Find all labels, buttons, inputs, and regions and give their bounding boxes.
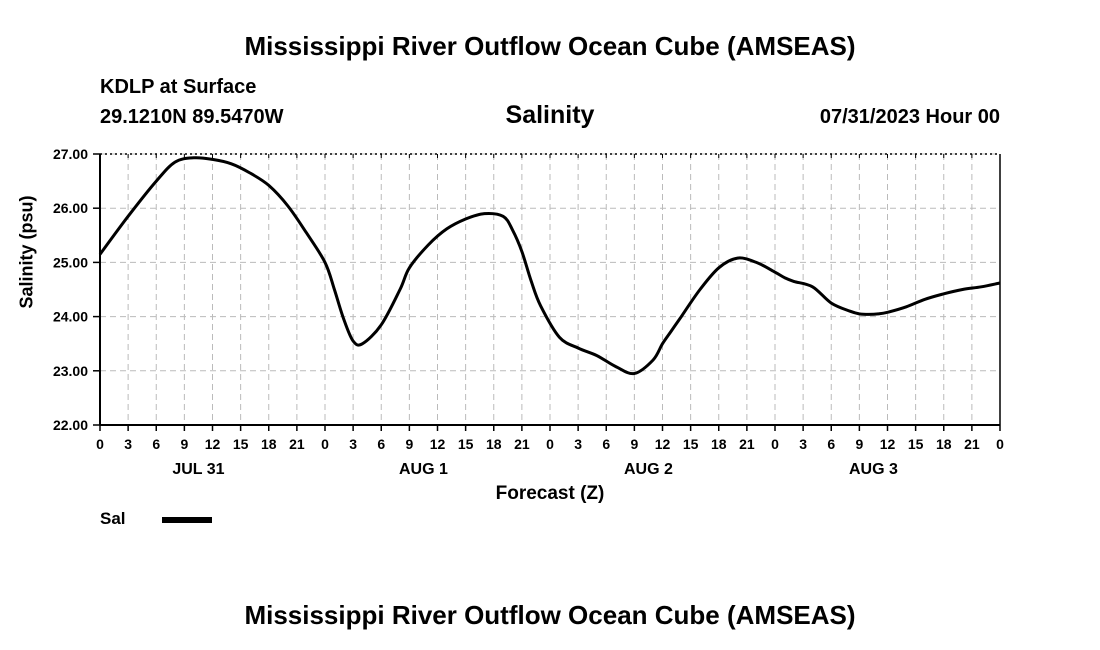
x-tick-label: 9 (630, 436, 638, 452)
footer-title: Mississippi River Outflow Ocean Cube (AM… (244, 600, 856, 630)
series-line-sal (98, 156, 1001, 376)
x-tick-label: 3 (349, 436, 357, 452)
axes: 22.00 23.00 24.00 25.00 26.00 27.00 0 3 6 9 12 15 18… (53, 146, 1004, 478)
series-layer (98, 156, 1001, 376)
y-tick-label: 26.00 (53, 200, 88, 216)
x-tick-label: 15 (908, 436, 924, 452)
x-tick-label: 18 (936, 436, 952, 452)
salinity-chart: 22.00 23.00 24.00 25.00 26.00 27.00 0 3 6 9 12 15 18… (53, 146, 1004, 478)
x-tick-label: 0 (321, 436, 329, 452)
x-tick-label: 6 (827, 436, 835, 452)
x-tick-label: 18 (486, 436, 502, 452)
y-tick-label: 25.00 (53, 254, 88, 270)
x-tick-label: 3 (574, 436, 582, 452)
x-tick-label: 12 (655, 436, 671, 452)
x-tick-label: 3 (124, 436, 132, 452)
day-label: AUG 2 (624, 461, 673, 478)
x-tick-label: 15 (683, 436, 699, 452)
x-tick-label: 21 (739, 436, 755, 452)
day-label: JUL 31 (172, 461, 224, 478)
x-tick-label: 3 (799, 436, 807, 452)
x-tick-label: 12 (205, 436, 221, 452)
x-tick-label: 21 (514, 436, 530, 452)
x-tick-label: 21 (964, 436, 980, 452)
legend-swatch (162, 517, 212, 523)
y-tick-label: 22.00 (53, 417, 88, 433)
y-tick-label: 27.00 (53, 146, 88, 162)
x-tick-label: 12 (880, 436, 896, 452)
x-tick-label: 6 (377, 436, 385, 452)
x-axis-label: Forecast (Z) (495, 483, 605, 504)
legend-label: Sal (100, 509, 126, 528)
x-tick-label: 9 (405, 436, 413, 452)
x-tick-label: 18 (261, 436, 277, 452)
x-tick-label: 15 (233, 436, 249, 452)
x-tick-label: 0 (771, 436, 779, 452)
y-tick-label: 23.00 (53, 363, 88, 379)
x-tick-label: 0 (996, 436, 1004, 452)
x-tick-label: 6 (602, 436, 610, 452)
location-label: 29.1210N 89.5470W (100, 106, 284, 128)
x-tick-label: 0 (546, 436, 554, 452)
x-tick-label: 18 (711, 436, 727, 452)
y-tick-label: 24.00 (53, 309, 88, 325)
datetime-label: 07/31/2023 Hour 00 (819, 106, 1000, 128)
x-tick-label: 6 (152, 436, 160, 452)
station-label: KDLP at Surface (100, 76, 257, 98)
chart-title: Salinity (505, 101, 595, 129)
day-label: AUG 1 (399, 461, 448, 478)
x-tick-label: 9 (855, 436, 863, 452)
day-label: AUG 3 (849, 461, 898, 478)
legend: Sal (100, 509, 240, 531)
grid-lines (99, 153, 1001, 426)
main-title: Mississippi River Outflow Ocean Cube (AM… (244, 31, 856, 61)
x-tick-label: 12 (430, 436, 446, 452)
x-tick-label: 21 (289, 436, 305, 452)
x-tick-label: 0 (96, 436, 104, 452)
x-tick-label: 15 (458, 436, 474, 452)
x-tick-label: 9 (180, 436, 188, 452)
